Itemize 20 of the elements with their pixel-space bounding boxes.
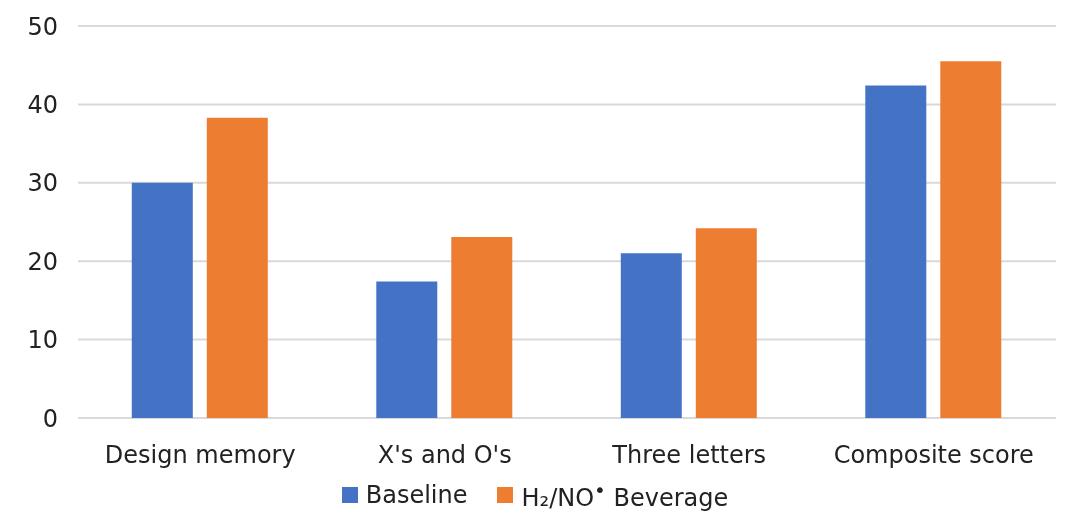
y-tick-label: 10: [27, 326, 58, 355]
bar: [376, 281, 438, 418]
y-tick-label: 20: [27, 247, 58, 276]
y-tick-label: 0: [42, 404, 58, 433]
bar: [695, 228, 757, 418]
x-tick-label: Composite score: [833, 441, 1034, 470]
y-tick-label: 40: [27, 90, 58, 119]
legend-label: H₂/NO$^{•}$ Beverage: [521, 478, 729, 512]
legend-label: Baseline: [365, 481, 468, 509]
bar: [206, 117, 268, 418]
bar: [865, 85, 927, 418]
bar: [620, 253, 682, 418]
x-tick-label: Three letters: [611, 441, 767, 470]
y-tick-label: 50: [27, 12, 58, 41]
bar: [131, 182, 193, 418]
bar: [451, 236, 513, 418]
y-tick-label: 30: [27, 169, 58, 198]
x-tick-label: Design memory: [104, 441, 296, 470]
bar: [940, 61, 1002, 418]
x-tick-label: X's and O's: [377, 441, 512, 470]
